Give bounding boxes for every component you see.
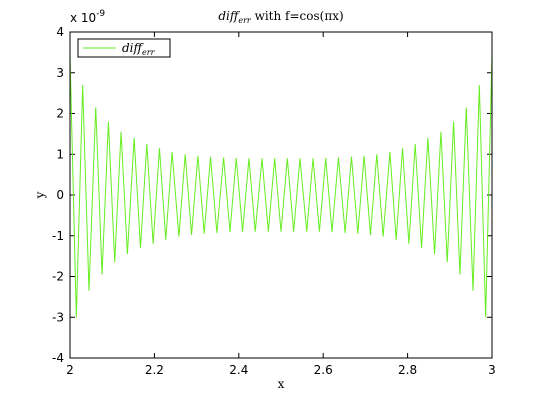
legend-box	[77, 38, 171, 58]
y-tick-label: 3	[56, 66, 64, 80]
legend-label: differr	[122, 41, 156, 57]
y-tick-label: -2	[52, 270, 64, 284]
x-tick-label: 2	[66, 363, 74, 377]
axes-box	[69, 31, 493, 359]
title-sub: err	[238, 16, 252, 25]
y-exponent: x 10-9	[70, 9, 105, 25]
chart-title: differr with f=cos(πx)	[218, 9, 343, 25]
title-main: diff	[218, 9, 241, 23]
y-tick-label: -3	[52, 310, 64, 324]
x-tick-label: 2.6	[314, 363, 333, 377]
x-tick-label: 2.4	[229, 363, 248, 377]
x-axis-label: x	[278, 377, 285, 391]
y-tick-label: 4	[56, 25, 64, 39]
y-tick-label: -1	[52, 229, 64, 243]
x-tick-label: 2.2	[145, 363, 164, 377]
y-tick-label: 0	[56, 188, 64, 202]
y-axis-label: y	[33, 191, 47, 199]
legend-name-sub: err	[142, 48, 156, 57]
y-exponent-power: -9	[96, 9, 105, 19]
x-tick-label: 3	[488, 363, 496, 377]
legend-name: diff	[122, 41, 145, 55]
y-tick-label: 1	[56, 147, 64, 161]
data-line	[69, 54, 493, 318]
y-exponent-base: x 10	[70, 11, 96, 25]
y-tick-label: -4	[52, 351, 64, 365]
title-rest: with f=cos(πx)	[251, 9, 344, 23]
x-tick-label: 2.8	[398, 363, 417, 377]
y-tick-label: 2	[56, 107, 64, 121]
